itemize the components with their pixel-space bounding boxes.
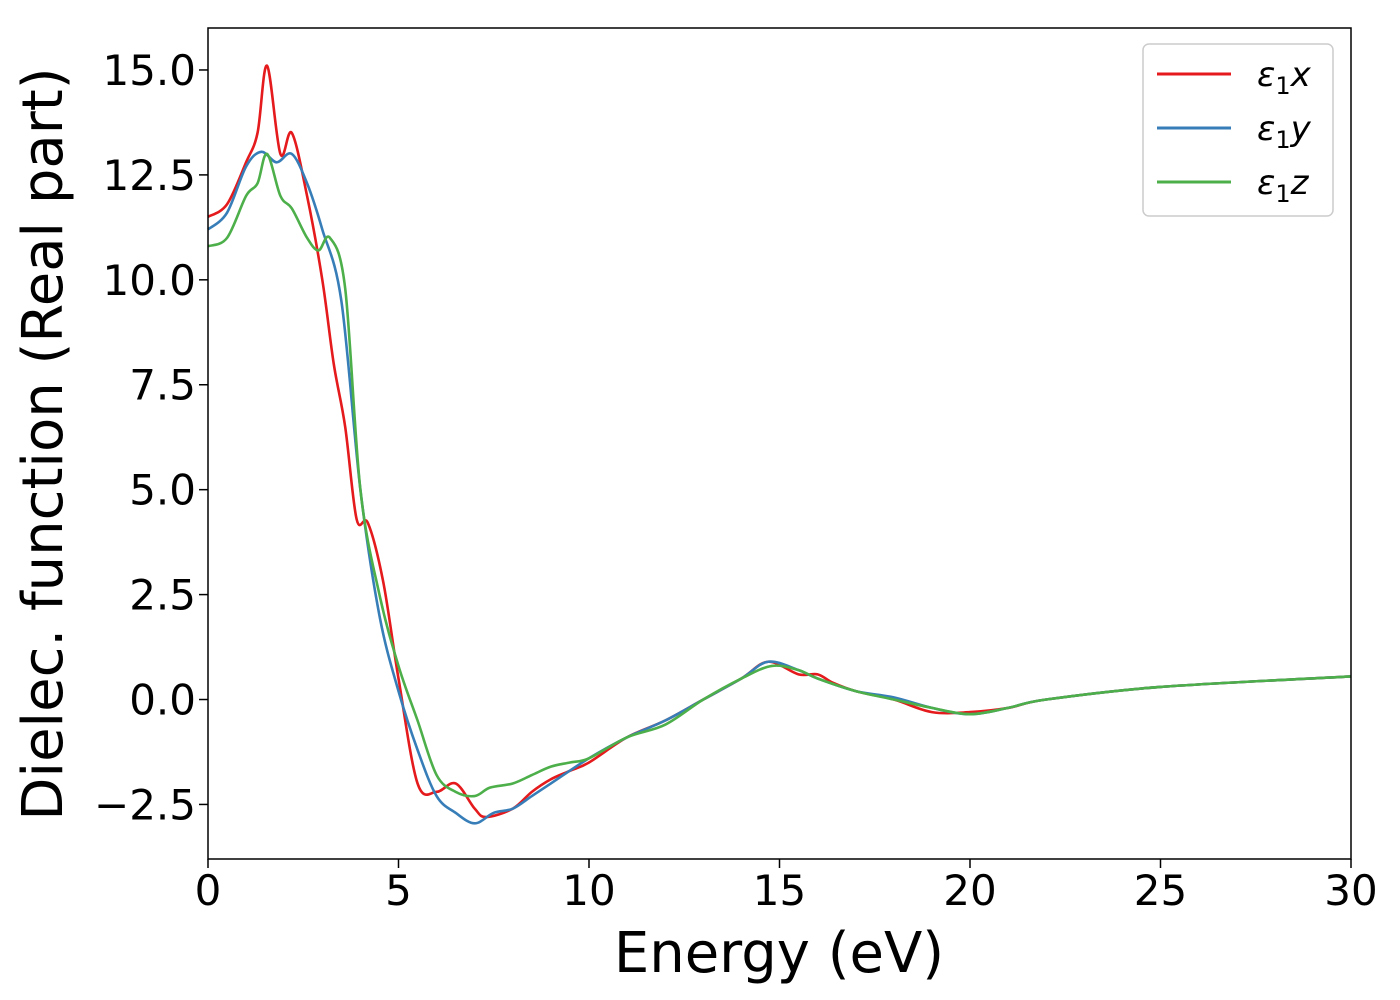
- x-tick-label: 30: [1324, 866, 1377, 915]
- plot-lines: [207, 64, 1352, 825]
- series-line-z: [207, 152, 1352, 798]
- x-tick-label: 0: [195, 866, 222, 915]
- y-tick-label: 10.0: [102, 256, 196, 305]
- y-tick-label: 5.0: [129, 466, 196, 515]
- x-tick-label: 25: [1134, 866, 1187, 915]
- y-tick-label: 0.0: [129, 676, 196, 725]
- y-tick-label: 7.5: [129, 361, 196, 410]
- legend: ε1x ε1y ε1z: [1142, 43, 1334, 217]
- y-tick-label: 15.0: [102, 46, 196, 95]
- x-tick-label: 15: [753, 866, 806, 915]
- legend-label-x: ε1x: [1257, 55, 1312, 100]
- x-tick-label: 5: [385, 866, 412, 915]
- legend-label-y: ε1y: [1257, 109, 1312, 154]
- y-axis-ticks: −2.5 0.0 2.5 5.0 7.5 10.0 12.5 15.0: [94, 46, 208, 829]
- y-axis-title: Dielec. function (Real part): [11, 67, 76, 820]
- legend-box: [1142, 43, 1334, 217]
- y-tick-label: 2.5: [129, 571, 196, 620]
- x-tick-label: 10: [562, 866, 615, 915]
- legend-label-z: ε1z: [1257, 163, 1310, 208]
- x-tick-label: 20: [943, 866, 996, 915]
- series-line-y: [207, 150, 1352, 825]
- x-axis-title: Energy (eV): [614, 921, 944, 986]
- y-tick-label: 12.5: [102, 151, 196, 200]
- y-tick-label: −2.5: [94, 780, 196, 829]
- x-axis-ticks: 0 5 10 15 20 25 30: [195, 859, 1378, 915]
